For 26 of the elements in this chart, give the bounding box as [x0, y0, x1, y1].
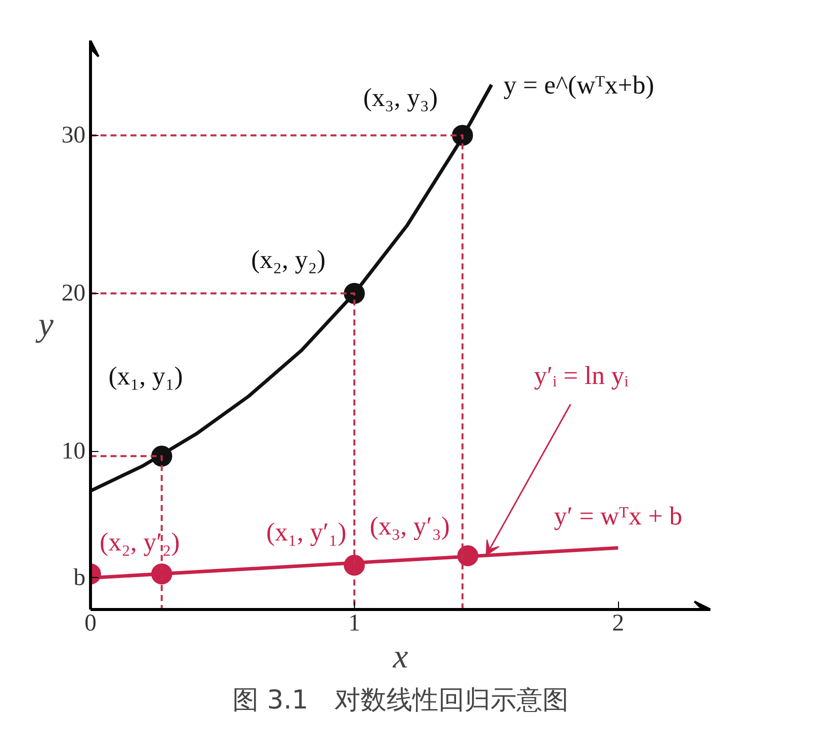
- y-tick-label: 20: [62, 280, 86, 306]
- annotation: (x₁, y′₁): [266, 518, 346, 547]
- point: [151, 446, 172, 467]
- annotation: y = e^(wᵀx+b): [504, 70, 654, 100]
- y-tick-label: b: [74, 564, 86, 591]
- x-axis-title: x: [392, 638, 408, 676]
- x-tick-label: 1: [348, 610, 360, 636]
- y-axis-title: y: [35, 306, 54, 344]
- annotation: (x₃, y′₃): [370, 511, 450, 540]
- x-tick-label: 2: [612, 610, 624, 636]
- point: [151, 563, 172, 584]
- x-tick-label: 0: [84, 610, 96, 636]
- annotation: y′ = wᵀx + b: [554, 501, 682, 530]
- text: 图 3.1 对数线性回归示意图: [232, 686, 568, 716]
- point: [344, 282, 365, 304]
- point: [452, 124, 473, 146]
- annotation: (x₂, y₂): [251, 244, 326, 274]
- y-tick-label: 30: [62, 122, 86, 148]
- point: [344, 554, 365, 576]
- line-series: [90, 83, 494, 493]
- annotation: (x₃, y₃): [363, 82, 438, 112]
- annotation: (x₂, y′₂): [100, 527, 180, 556]
- y-tick-label: 10: [62, 438, 86, 464]
- annotation: y′ᵢ = ln yᵢ: [534, 360, 630, 390]
- annotation: (x₁, y₁): [108, 362, 183, 391]
- point: [457, 545, 478, 566]
